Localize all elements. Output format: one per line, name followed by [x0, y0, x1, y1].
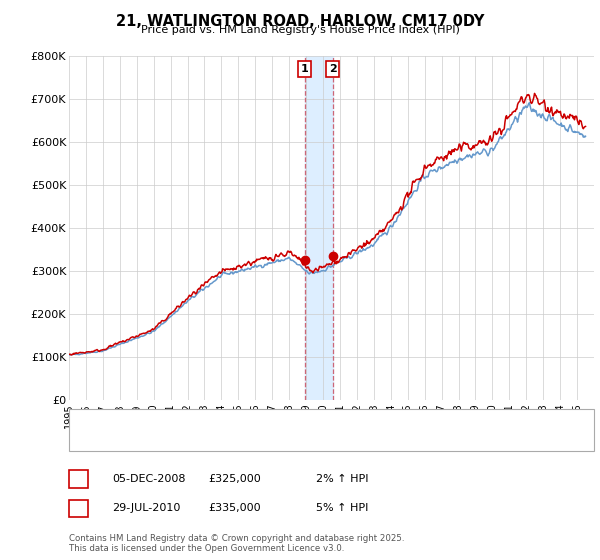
- Text: 5% ↑ HPI: 5% ↑ HPI: [316, 503, 368, 514]
- Text: £325,000: £325,000: [208, 474, 261, 484]
- Text: 1: 1: [75, 474, 82, 484]
- Text: Price paid vs. HM Land Registry's House Price Index (HPI): Price paid vs. HM Land Registry's House …: [140, 25, 460, 35]
- Text: 1: 1: [301, 64, 308, 74]
- Text: 2: 2: [329, 64, 337, 74]
- Text: HPI: Average price, detached house, Harlow: HPI: Average price, detached house, Harl…: [108, 434, 337, 444]
- Text: 05-DEC-2008: 05-DEC-2008: [112, 474, 186, 484]
- Bar: [305, 56, 332, 400]
- Text: Contains HM Land Registry data © Crown copyright and database right 2025.
This d: Contains HM Land Registry data © Crown c…: [69, 534, 404, 553]
- Text: 29-JUL-2010: 29-JUL-2010: [112, 503, 181, 514]
- Text: 2: 2: [75, 503, 82, 514]
- Text: 2% ↑ HPI: 2% ↑ HPI: [316, 474, 368, 484]
- Text: £335,000: £335,000: [208, 503, 261, 514]
- Text: 21, WATLINGTON ROAD, HARLOW, CM17 0DY (detached house): 21, WATLINGTON ROAD, HARLOW, CM17 0DY (d…: [108, 416, 437, 426]
- Text: 21, WATLINGTON ROAD, HARLOW, CM17 0DY: 21, WATLINGTON ROAD, HARLOW, CM17 0DY: [116, 14, 484, 29]
